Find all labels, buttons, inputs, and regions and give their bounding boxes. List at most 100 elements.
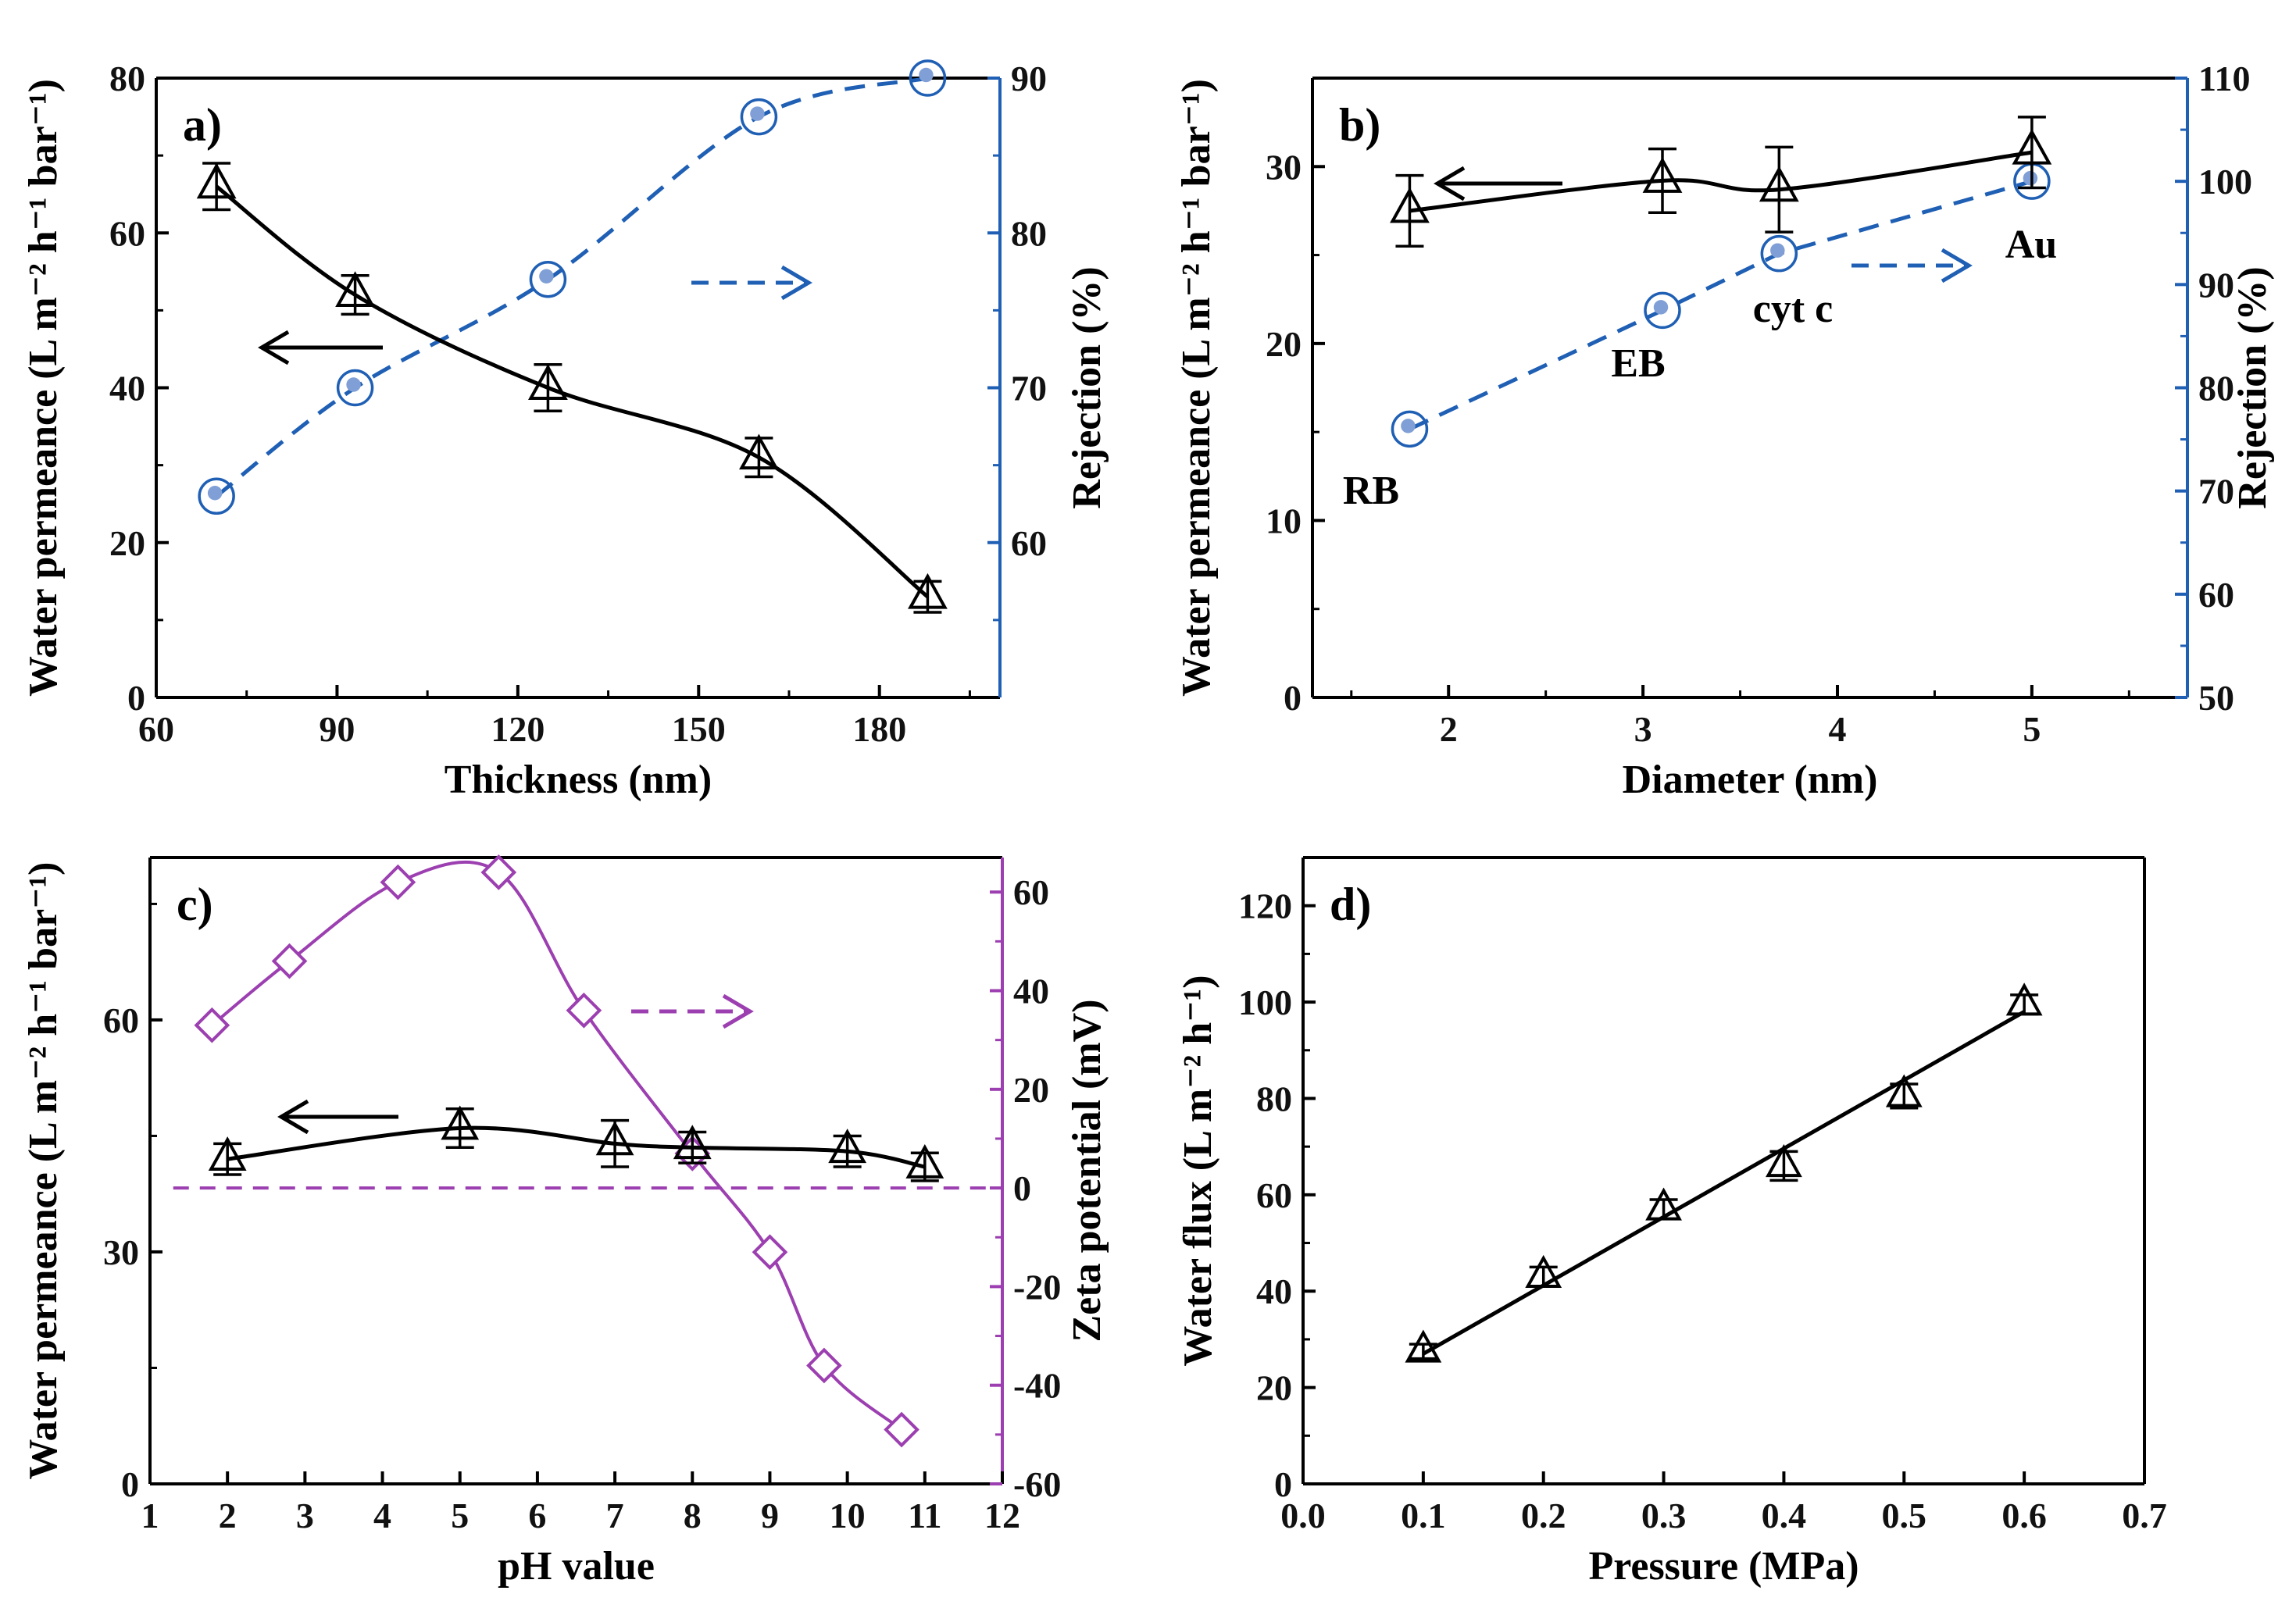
- arrow-head: [780, 265, 812, 301]
- y-tick-label: 100: [1238, 982, 1292, 1022]
- x-tick-label: 0.3: [1641, 1496, 1687, 1535]
- flux-point: [1766, 1143, 1802, 1178]
- permeance-point: [196, 162, 237, 199]
- x-tick-label: 180: [852, 709, 906, 749]
- y-tick-label: 60: [103, 1000, 139, 1040]
- x-tick-label: 4: [373, 1496, 391, 1535]
- flux-point: [1645, 1187, 1682, 1221]
- y2-tick-label: 100: [2198, 162, 2252, 201]
- flux-point: [2005, 982, 2043, 1016]
- y-axis-title: Water permeance (L m⁻² h⁻¹ bar⁻¹): [21, 79, 66, 697]
- x-tick-label: 3: [296, 1496, 314, 1535]
- y2-axis-title: Zeta potential (mV): [1065, 999, 1109, 1342]
- y2-tick-label: 60: [1013, 872, 1049, 912]
- zeta-point: [566, 992, 602, 1029]
- marker-dot: [750, 106, 765, 121]
- x-tick-label: 1: [141, 1496, 159, 1535]
- x-tick-label: 150: [672, 709, 726, 749]
- y2-tick-label: 70: [1011, 369, 1047, 408]
- flux-point: [1525, 1254, 1562, 1288]
- x-axis-title: Diameter (nm): [1623, 758, 1878, 802]
- y-axis-title: Water permeance (L m⁻² h⁻¹ bar⁻¹): [1174, 79, 1219, 697]
- flux-point: [1885, 1074, 1923, 1107]
- permeance-point: [828, 1129, 867, 1164]
- arrow-head: [258, 330, 290, 366]
- x-tick-label: 5: [2023, 709, 2041, 749]
- rejection-point: [909, 59, 947, 97]
- y-tick-label: 30: [1266, 147, 1302, 187]
- zeta-point: [752, 1234, 788, 1271]
- x-tick-label: 12: [984, 1496, 1020, 1535]
- arrow-right: [631, 993, 754, 1029]
- y2-axis-title: Rejection (%): [2230, 266, 2275, 508]
- chart-a: 60 90 120 150 180 0 20 40 60 80 60 70 80 90 Thickness …: [21, 59, 1109, 802]
- y2-tick-label: -60: [1013, 1464, 1061, 1504]
- marker-dot: [2023, 170, 2038, 186]
- permeance-point: [595, 1121, 634, 1156]
- x-tick-label: 0.0: [1280, 1496, 1326, 1535]
- y-tick-label: 30: [103, 1232, 139, 1272]
- zeta-point: [194, 1007, 230, 1043]
- zeta-point: [884, 1411, 919, 1448]
- marker-dot: [1401, 419, 1416, 433]
- y-tick-label: 40: [1256, 1271, 1292, 1311]
- arrow-left: [277, 1099, 398, 1135]
- arrow-head: [1434, 166, 1466, 201]
- annotation-eb: EB: [1611, 341, 1665, 386]
- y2-tick-label: 80: [2198, 369, 2234, 408]
- x-axis-title: Pressure (MPa): [1588, 1544, 1859, 1589]
- x-tick-label: 7: [606, 1496, 624, 1535]
- rejection-point: [336, 369, 374, 407]
- zeta-point: [480, 854, 517, 890]
- x-tick-label: 0.6: [2001, 1496, 2047, 1535]
- permeance-point: [2012, 128, 2052, 165]
- x-tick-label: 11: [908, 1496, 941, 1535]
- marker-dot: [919, 67, 934, 83]
- series-permeance-line: [215, 184, 930, 599]
- x-axis-title: Thickness (nm): [445, 758, 712, 802]
- y-tick-label: 0: [1274, 1464, 1292, 1504]
- x-tick-label: 0.1: [1401, 1496, 1446, 1535]
- y2-tick-label: 50: [2198, 678, 2234, 718]
- permeance-point: [1759, 166, 1799, 202]
- y-tick-label: 20: [1266, 324, 1302, 364]
- y-tick-label: 0: [1284, 678, 1302, 718]
- y-tick-label: 60: [109, 213, 145, 253]
- permeance-point: [208, 1136, 247, 1171]
- y-tick-label: 20: [109, 523, 145, 563]
- series-rejection-line: [1409, 179, 2033, 431]
- y2-tick-label: 90: [2198, 265, 2234, 305]
- permeance-point: [441, 1105, 480, 1140]
- y-tick-label: 0: [121, 1464, 139, 1504]
- y-axis-title: Water permeance (L m⁻² h⁻¹ bar⁻¹): [21, 861, 66, 1479]
- marker-ring: [1644, 291, 1681, 330]
- marker-ring: [1391, 410, 1429, 448]
- x-tick-label: 60: [138, 709, 174, 749]
- x-tick-label: 0.2: [1521, 1496, 1566, 1535]
- arrow-head: [722, 993, 754, 1029]
- zeta-point: [380, 864, 416, 900]
- marker-ring: [529, 260, 567, 298]
- x-tick-label: 6: [528, 1496, 546, 1535]
- permeance-point: [528, 364, 568, 400]
- zeta-point: [271, 943, 308, 979]
- arrow-head: [1941, 248, 1973, 284]
- x-tick-label: 90: [319, 709, 355, 749]
- x-tick-label: 4: [1829, 709, 1847, 749]
- chart-d: 0.0 0.1 0.2 0.3 0.4 0.5 0.6 0.7 0 20 40 60 80 100 120 P…: [1176, 856, 2167, 1589]
- rejection-point: [198, 477, 235, 515]
- y-tick-label: 0: [127, 678, 145, 718]
- marker-dot: [207, 486, 223, 501]
- marker-dot: [1770, 243, 1785, 258]
- permeance-point: [1390, 187, 1430, 223]
- y2-axis-title: Rejection (%): [1065, 266, 1109, 508]
- permeance-point: [905, 1143, 944, 1179]
- y2-tick-label: 90: [1011, 59, 1047, 98]
- y-axis-title: Water flux (L m⁻² h⁻¹): [1176, 975, 1220, 1366]
- x-tick-label: 0.4: [1762, 1496, 1807, 1535]
- rejection-point: [740, 98, 778, 136]
- flux-point: [1405, 1329, 1442, 1363]
- permeance-point: [1642, 157, 1683, 193]
